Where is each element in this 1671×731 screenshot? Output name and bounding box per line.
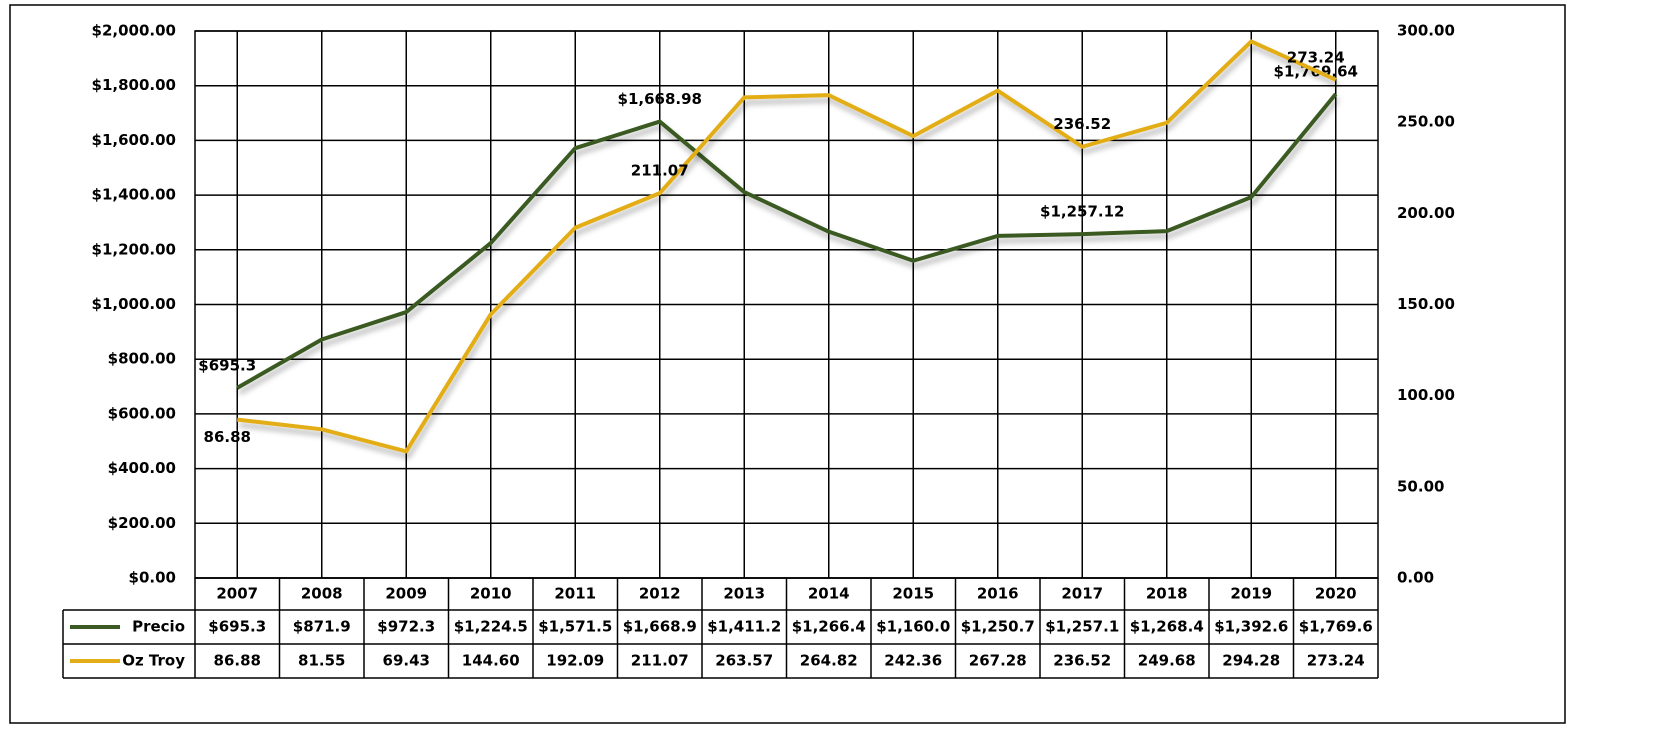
table-cell: $695.3 [208,618,266,636]
y2-tick-label: 0.00 [1397,569,1434,587]
x-tick-label: 2007 [216,585,258,603]
data-label: 211.07 [631,162,689,180]
table-cell: 263.57 [715,652,773,670]
table-cell: $871.9 [293,618,351,636]
table-cell: 236.52 [1053,652,1111,670]
y2-tick-label: 150.00 [1397,295,1455,313]
y-tick-label: $2,000.00 [92,22,176,40]
y-tick-label: $1,600.00 [92,131,176,149]
table-cell: $1,160.0 [876,618,950,636]
x-tick-label: 2019 [1230,585,1272,603]
table-cell: 69.43 [383,652,430,670]
series-line [236,92,1338,390]
table-cell: $1,268.4 [1130,618,1204,636]
y-tick-label: $1,400.00 [92,186,176,204]
x-tick-label: 2009 [385,585,427,603]
table-cell: 267.28 [969,652,1027,670]
table-cell: 264.82 [800,652,858,670]
x-tick-label: 2020 [1315,585,1357,603]
x-tick-label: 2011 [554,585,596,603]
y-tick-label: $600.00 [108,404,176,422]
table-cell: 86.88 [214,652,261,670]
y-tick-label: $1,200.00 [92,240,176,258]
x-tick-label: 2015 [892,585,934,603]
table-cell: 144.60 [462,652,520,670]
table-cell: 249.68 [1138,652,1196,670]
table-cell: 273.24 [1307,652,1365,670]
y-tick-label: $0.00 [129,569,176,587]
table-cell: $1,266.4 [792,618,866,636]
series-line [237,39,1337,454]
table-cell: $1,250.7 [961,618,1035,636]
data-label: $695.3 [198,356,256,374]
table-cell: $1,224.5 [454,618,528,636]
y-tick-label: $400.00 [108,459,176,477]
y2-tick-label: 50.00 [1397,477,1444,495]
y-tick-label: $1,000.00 [92,295,176,313]
data-label: $1,257.12 [1040,203,1124,221]
y2-tick-label: 200.00 [1397,204,1455,222]
data-label: 273.24 [1287,48,1345,66]
table-cell: $1,392.6 [1214,618,1288,636]
y-tick-label: $1,800.00 [92,76,176,94]
data-label: 86.88 [204,428,251,446]
x-tick-label: 2013 [723,585,765,603]
data-label: $1,668.98 [618,90,702,108]
chart-frame [9,4,1566,724]
table-cell: $1,257.1 [1045,618,1119,636]
y2-tick-label: 100.00 [1397,386,1455,404]
table-cell: 81.55 [298,652,345,670]
x-tick-label: 2010 [470,585,512,603]
x-tick-label: 2008 [301,585,343,603]
x-tick-label: 2014 [808,585,850,603]
x-tick-label: 2018 [1146,585,1188,603]
y-tick-label: $800.00 [108,350,176,368]
data-label: 236.52 [1053,115,1111,133]
table-cell: 242.36 [884,652,942,670]
legend-label: Precio [132,618,185,636]
y2-tick-label: 300.00 [1397,22,1455,40]
y2-tick-label: 250.00 [1397,113,1455,131]
table-cell: 211.07 [631,652,689,670]
y-tick-label: $200.00 [108,514,176,532]
table-cell: $1,769.6 [1299,618,1373,636]
x-tick-label: 2016 [977,585,1019,603]
legend-label: Oz Troy [122,652,185,670]
table-cell: $1,668.9 [623,618,697,636]
table-cell: $972.3 [377,618,435,636]
table-cell: 192.09 [546,652,604,670]
x-tick-label: 2012 [639,585,681,603]
x-tick-label: 2017 [1061,585,1103,603]
table-cell: $1,411.2 [707,618,781,636]
table-cell: 294.28 [1222,652,1280,670]
table-cell: $1,571.5 [538,618,612,636]
